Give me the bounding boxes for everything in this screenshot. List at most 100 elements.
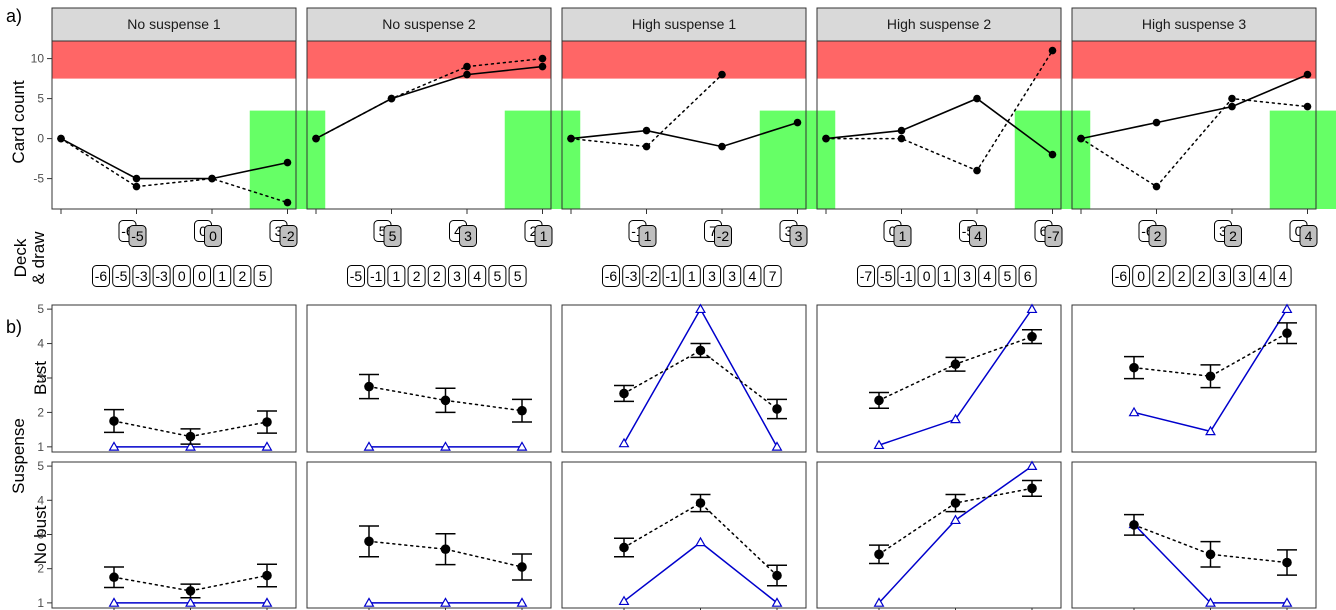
b-model-point-0-3-2 — [1026, 303, 1038, 314]
a-point-1-1-1 — [387, 94, 396, 103]
a-win-zone-4 — [1269, 110, 1336, 209]
a-deck-card-0-7 — [233, 265, 252, 287]
b-mean-point-1-0-0 — [109, 572, 119, 583]
a-draw-card-1-1-b — [459, 225, 477, 247]
a-panel-border-0 — [51, 40, 297, 210]
a-series-line-4-0 — [1080, 73, 1309, 140]
b-panel-border-1-3 — [816, 461, 1062, 609]
a-deck-card-1-2-label: 1 — [393, 268, 401, 284]
a-draw-card-4-1-a-label: 3 — [1219, 223, 1227, 239]
a-deck-card-3-6 — [978, 265, 997, 287]
a-win-zone-1 — [504, 110, 581, 209]
a-point-4-0-3 — [1303, 70, 1312, 79]
a-draw-card-2-2-b — [789, 225, 808, 247]
a-deck-card-1-8 — [508, 265, 527, 287]
b-mean-point-0-2-1 — [695, 345, 706, 356]
a-draw-card-3-2-a-label: 6 — [1040, 223, 1048, 239]
a-draw-card-2-0-b-label: 1 — [644, 228, 652, 244]
a-point-3-1-3 — [1048, 46, 1057, 55]
a-deck-card-3-8 — [1018, 265, 1037, 287]
b-mean-point-0-1-2 — [517, 405, 527, 416]
b-mean-line-0-4 — [1133, 332, 1288, 378]
b-model-point-1-1-1 — [440, 597, 451, 607]
a-point-4-1-0 — [1077, 134, 1085, 143]
a-deck-card-4-4 — [1192, 265, 1211, 287]
a-deck-card-0-1-label: -5 — [115, 268, 128, 284]
a-draw-card-1-0-b — [383, 225, 402, 247]
a-deck-card-1-6-label: 4 — [473, 268, 481, 284]
a-deck-card-3-8-label: 6 — [1024, 268, 1032, 284]
b-mean-point-1-3-0 — [874, 549, 884, 560]
a-deck-card-0-4-label: 0 — [178, 268, 186, 284]
a-point-0-1-0 — [57, 134, 65, 143]
a-draw-card-3-2-b-label: -7 — [1047, 228, 1060, 244]
a-deck-card-4-7 — [1253, 265, 1272, 287]
a-point-4-0-2 — [1228, 102, 1236, 111]
a-deck-card-2-4-label: 1 — [688, 268, 696, 284]
a-panel-border-3 — [816, 40, 1062, 210]
a-draw-card-0-1-b — [204, 225, 222, 247]
a-deck-card-0-2 — [132, 265, 151, 287]
b-mean-point-1-4-1 — [1205, 549, 1216, 560]
a-deck-card-4-2-label: 2 — [1158, 268, 1166, 284]
no-bust-row-label: No bust — [31, 505, 50, 564]
a-deck-card-1-6 — [468, 265, 487, 287]
a-point-2-1-0 — [567, 134, 575, 143]
b-model-point-0-0-0 — [108, 441, 120, 451]
a-draw-card-2-1-b-label: -2 — [717, 228, 730, 244]
b-y-tick-label-1-0: 1 — [37, 596, 44, 610]
b-mean-point-0-4-2 — [1282, 328, 1292, 339]
a-deck-card-0-4 — [172, 265, 191, 287]
a-deck-card-0-5 — [193, 265, 211, 287]
b-model-point-1-0-1 — [185, 597, 196, 607]
b-model-point-1-4-2 — [1281, 597, 1293, 607]
a-point-2-0-1 — [642, 126, 651, 135]
a-y-tick-label-0: -5 — [33, 172, 44, 186]
a-draw-card-3-0-b-label: 1 — [899, 228, 907, 244]
b-model-point-1-4-1 — [1205, 597, 1216, 607]
b-mean-point-0-4-0 — [1129, 362, 1139, 373]
a-draw-card-2-2-a-label: 3 — [785, 223, 793, 239]
bust-row-label: Bust — [31, 361, 50, 395]
a-y-tick-label-2: 5 — [37, 92, 44, 106]
a-series-line-3-0 — [825, 97, 1054, 156]
b-mean-point-0-1-1 — [440, 395, 451, 406]
a-deck-card-2-0 — [602, 265, 620, 287]
a-deck-card-3-2 — [897, 265, 916, 287]
b-model-point-1-2-0 — [618, 595, 630, 606]
b-panel-border-1-0 — [51, 461, 297, 609]
a-draw-card-0-2-b-label: -2 — [282, 228, 295, 244]
b-model-point-1-3-0 — [873, 597, 885, 607]
a-draw-card-3-0-b — [893, 225, 912, 247]
a-point-1-0-3 — [538, 62, 547, 71]
b-mean-line-1-4 — [1133, 524, 1288, 564]
a-deck-card-0-2-label: -3 — [135, 268, 148, 284]
a-point-1-1-2 — [463, 62, 471, 71]
a-strip-3 — [816, 7, 1062, 42]
b-mean-point-1-2-1 — [695, 498, 706, 508]
a-deck-card-2-6 — [723, 265, 742, 287]
a-deck-card-0-3-label: -3 — [155, 268, 168, 284]
b-mean-point-1-3-2 — [1027, 483, 1037, 494]
b-y-tick-label-1-4: 5 — [37, 459, 44, 473]
a-deck-card-0-0 — [92, 265, 110, 287]
a-point-4-0-1 — [1152, 118, 1161, 127]
b-mean-point-0-3-2 — [1027, 331, 1037, 342]
a-deck-card-4-5 — [1213, 265, 1231, 287]
b-mean-point-0-3-1 — [950, 359, 961, 370]
a-deck-card-1-3-label: 2 — [413, 268, 421, 284]
a-series-line-4-1 — [1080, 97, 1309, 188]
a-y-tick-label-3: 10 — [31, 52, 45, 66]
a-deck-card-1-5 — [448, 265, 466, 287]
b-panel-border-1-1 — [306, 461, 552, 609]
a-win-zone-2 — [759, 110, 836, 209]
b-panel-border-0-2 — [561, 304, 807, 453]
b-y-tick-label-0-1: 2 — [37, 405, 44, 419]
a-deck-card-2-5-label: 3 — [708, 268, 716, 284]
b-mean-point-0-4-1 — [1205, 371, 1216, 382]
a-point-0-1-3 — [283, 198, 292, 207]
a-point-3-0-3 — [1048, 150, 1057, 159]
a-deck-card-0-8 — [253, 265, 272, 287]
a-bust-zone-4 — [1072, 41, 1316, 79]
a-point-0-1-1 — [132, 182, 141, 191]
